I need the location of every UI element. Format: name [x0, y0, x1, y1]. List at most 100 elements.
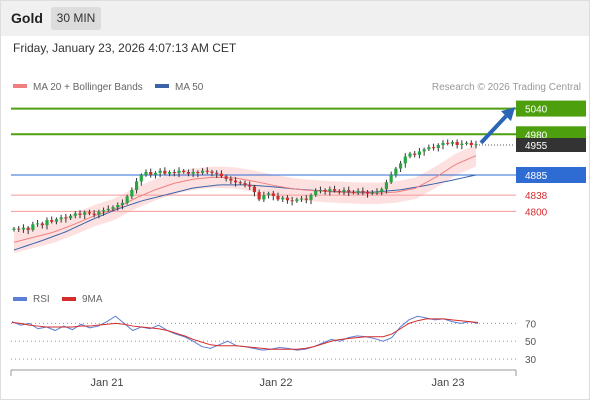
candle-body [26, 227, 30, 230]
candle-body [243, 183, 247, 185]
candle-body [431, 147, 436, 149]
candle-body [134, 181, 139, 190]
candle-body [464, 142, 469, 144]
candle-body [31, 224, 35, 230]
candle-body [318, 190, 323, 191]
candle-body [304, 198, 308, 200]
candle-body [380, 189, 384, 192]
candle-body [469, 142, 473, 145]
candle-body [375, 191, 379, 193]
candle-body [12, 228, 16, 230]
candle-body [125, 196, 129, 203]
candle-body [97, 211, 101, 215]
candle-body [50, 220, 54, 222]
level-label-5040: 5040 [525, 105, 548, 116]
copyright-label: Research © 2026 Trading Central [432, 82, 581, 93]
candle-body [356, 190, 360, 193]
rsi-series-1 [11, 318, 479, 350]
level-label-4838: 4838 [525, 191, 548, 202]
candle-body [158, 170, 162, 173]
candle-body [389, 175, 393, 183]
candle-body [450, 142, 455, 144]
candle-body [233, 180, 238, 183]
candle-body [196, 172, 200, 173]
candle-body [40, 223, 44, 226]
candle-body [106, 208, 110, 211]
candle-body [186, 172, 191, 174]
candle-body [262, 195, 266, 200]
candle-body [276, 196, 280, 200]
candle-body [116, 205, 120, 208]
candle-body [17, 228, 21, 230]
candle-body [281, 197, 285, 200]
candle-body [394, 168, 398, 175]
candle-body [215, 172, 219, 174]
ma20-legend-label: MA 20 + Bollinger Bands [33, 82, 143, 93]
level-label-4800: 4800 [525, 207, 548, 218]
candle-body [446, 142, 450, 144]
candle-body [299, 198, 304, 200]
candle-body [205, 170, 209, 172]
candle-body [101, 210, 106, 212]
candle-body [266, 193, 271, 196]
candle-body [139, 175, 143, 182]
candle-body [163, 170, 167, 174]
candle-body [370, 192, 374, 194]
x-axis: Jan 21 Jan 22 Jan 23 [90, 377, 464, 389]
candle-body [68, 215, 73, 219]
rsi-legend-label: RSI [33, 294, 50, 305]
candle-body [455, 142, 459, 145]
candle-body [92, 213, 96, 215]
rsi-tick-30: 30 [525, 355, 537, 366]
rsi-legend-swatch [13, 297, 27, 301]
candle-body [167, 172, 172, 174]
rsi-chart: 70 50 30 [11, 315, 537, 366]
candle-body [398, 163, 403, 169]
candle-body [257, 192, 261, 200]
candle-body [191, 172, 195, 174]
candle-body [35, 223, 40, 225]
candle-body [200, 170, 205, 173]
candle-body [332, 189, 337, 191]
candle-body [285, 197, 290, 201]
candle-body [460, 143, 464, 145]
candle-body [153, 172, 158, 175]
candle-body [144, 172, 148, 175]
candle-body [59, 217, 63, 220]
rsi-series-0 [11, 315, 479, 351]
candle-body [177, 170, 181, 173]
rsi-ma-legend-label: 9MA [82, 294, 103, 305]
candle-body [337, 190, 341, 192]
candle-body [441, 142, 445, 145]
candle-body [413, 153, 417, 155]
candle-body [342, 190, 346, 192]
ma50-legend-swatch [155, 84, 169, 88]
candle-body [295, 199, 299, 202]
candle-body [238, 182, 242, 184]
candle-body [361, 190, 365, 192]
candle-body [328, 189, 332, 192]
candle-body [45, 220, 49, 226]
candle-body [408, 153, 412, 157]
candle-body [83, 212, 87, 215]
candle-body [111, 207, 115, 209]
candle-body [219, 173, 224, 177]
candle-body [172, 172, 176, 173]
candle-body [403, 156, 407, 164]
candle-body [351, 191, 356, 193]
candle-body [78, 213, 82, 215]
candle-body [64, 217, 68, 219]
candle-body [182, 170, 186, 172]
candle-body [314, 190, 318, 196]
candle-body [290, 200, 294, 202]
ma50-legend-label: MA 50 [175, 82, 204, 93]
x-tick-label: Jan 21 [90, 377, 123, 389]
projection-arrow-shaft [479, 114, 508, 145]
candle-body [149, 172, 153, 175]
candle-body [309, 195, 313, 200]
candle-body [347, 190, 351, 192]
candle-body [436, 145, 440, 148]
x-tick-label: Jan 22 [259, 377, 292, 389]
candle-body [252, 186, 257, 193]
